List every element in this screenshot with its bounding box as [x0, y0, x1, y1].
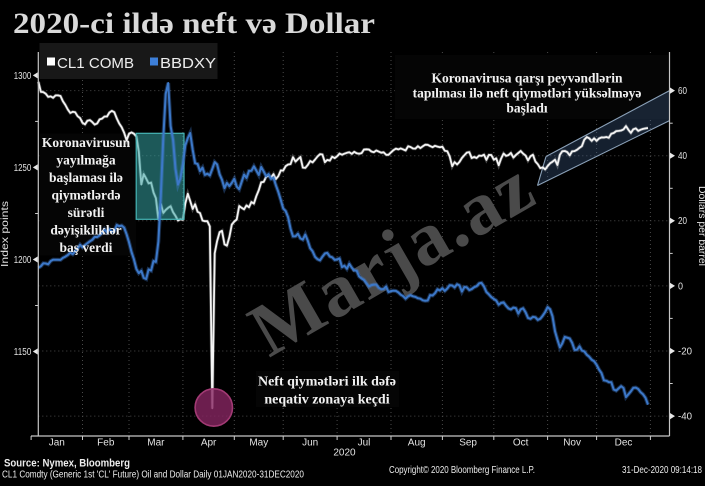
svg-text:başlaması ilə: başlaması ilə	[49, 170, 123, 185]
svg-text:baş verdi: baş verdi	[60, 240, 113, 255]
svg-text:40: 40	[678, 151, 687, 162]
svg-text:Nov: Nov	[563, 438, 581, 449]
svg-text:başladı: başladı	[506, 101, 548, 116]
svg-text:neqativ zonaya keçdi: neqativ zonaya keçdi	[264, 393, 389, 408]
svg-text:Jul: Jul	[358, 438, 371, 449]
svg-text:0: 0	[678, 281, 683, 292]
svg-text:Koronavirusun: Koronavirusun	[42, 135, 131, 150]
svg-text:qiymətlərdə: qiymətlərdə	[52, 188, 121, 203]
svg-text:60: 60	[678, 86, 687, 97]
svg-text:-20: -20	[678, 346, 692, 357]
svg-text:1250: 1250	[14, 163, 32, 174]
svg-text:1150: 1150	[14, 347, 32, 358]
svg-text:Koronavirusa qarşı peyvəndləri: Koronavirusa qarşı peyvəndlərin	[431, 71, 623, 86]
svg-text:2020-ci ildə neft və Dollar: 2020-ci ildə neft və Dollar	[13, 7, 375, 40]
svg-text:tapılması ilə neft qiymətləri: tapılması ilə neft qiymətləri yüksəlməyə	[413, 86, 642, 101]
svg-text:Aug: Aug	[408, 438, 426, 449]
svg-text:Index points: Index points	[0, 201, 11, 267]
svg-text:sürətli: sürətli	[68, 205, 105, 220]
svg-text:BBDXY: BBDXY	[160, 55, 216, 72]
svg-text:2020: 2020	[333, 448, 356, 459]
svg-text:Mar: Mar	[147, 438, 165, 449]
svg-text:1200: 1200	[14, 255, 32, 266]
svg-text:Source: Nymex, Bloomberg: Source: Nymex, Bloomberg	[4, 457, 130, 469]
svg-text:CL1 Comdty (Generic 1st 'CL' F: CL1 Comdty (Generic 1st 'CL' Future) Oil…	[2, 469, 304, 481]
svg-text:dəyişikliklər: dəyişikliklər	[50, 223, 121, 238]
svg-text:Dollars per barrel: Dollars per barrel	[696, 186, 705, 266]
svg-text:-40: -40	[678, 412, 692, 423]
svg-text:Jun: Jun	[302, 438, 318, 449]
svg-text:Neft qiymətləri ilk dəfə: Neft qiymətləri ilk dəfə	[258, 375, 396, 390]
svg-text:Copyright© 2020 Bloomberg Fina: Copyright© 2020 Bloomberg Finance L.P.	[389, 464, 535, 476]
svg-text:20: 20	[678, 216, 687, 227]
svg-text:Sep: Sep	[459, 438, 477, 449]
svg-text:Apr: Apr	[201, 438, 217, 449]
svg-text:Dec: Dec	[615, 438, 633, 449]
svg-text:Jan: Jan	[49, 438, 65, 449]
svg-text:CL1 COMB: CL1 COMB	[57, 55, 134, 72]
svg-text:31-Dec-2020 09:14:18: 31-Dec-2020 09:14:18	[622, 464, 702, 476]
svg-text:May: May	[249, 438, 268, 449]
svg-text:yayılmağa: yayılmağa	[56, 153, 115, 168]
svg-text:Feb: Feb	[97, 438, 115, 449]
svg-text:Oct: Oct	[513, 438, 529, 449]
svg-text:1300: 1300	[14, 71, 32, 82]
